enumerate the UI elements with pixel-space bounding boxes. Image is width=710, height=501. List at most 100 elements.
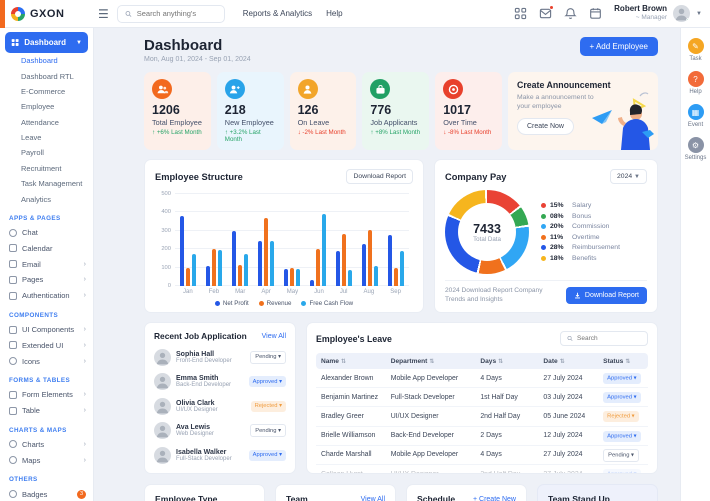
bar-net-profit[interactable] <box>258 240 262 286</box>
team-view-all-link[interactable]: View All <box>360 495 385 501</box>
more-options-icon[interactable]: … <box>244 493 254 501</box>
messages-icon[interactable] <box>539 5 555 20</box>
column-header-days[interactable]: Days ⇅ <box>475 353 539 369</box>
column-header-status[interactable]: Status ⇅ <box>598 353 648 369</box>
status-badge-approved[interactable]: Approved ▾ <box>603 373 641 385</box>
bar-net-profit[interactable] <box>388 235 392 286</box>
sidebar-item-icons[interactable]: Icons › <box>5 353 88 369</box>
leave-search-input[interactable] <box>577 335 641 342</box>
sidebar-item-recruitment[interactable]: Recruitment <box>21 163 62 173</box>
bar-net-profit[interactable] <box>284 268 288 286</box>
download-report-button[interactable]: Download Report <box>346 169 413 184</box>
bar-revenue[interactable] <box>290 267 294 286</box>
bar-free-cash-flow[interactable] <box>374 265 378 286</box>
bar-net-profit[interactable] <box>310 279 314 286</box>
bar-free-cash-flow[interactable] <box>244 253 248 286</box>
bar-free-cash-flow[interactable] <box>192 253 196 286</box>
sidebar-item-maps[interactable]: Maps › <box>5 452 88 468</box>
status-badge-pending[interactable]: Pending ▾ <box>603 448 639 462</box>
status-badge-approved[interactable]: Approved ▾ <box>603 392 641 404</box>
leave-search[interactable] <box>560 331 648 346</box>
status-badge-approved[interactable]: Approved ▾ <box>603 469 641 473</box>
sidebar-item-attendance[interactable]: Attendance <box>21 117 59 127</box>
bar-net-profit[interactable] <box>206 265 210 286</box>
bar-revenue[interactable] <box>238 264 242 286</box>
form-elements-icon <box>9 390 17 399</box>
bar-revenue[interactable] <box>394 267 398 286</box>
status-badge-pending[interactable]: Pending ▾ <box>250 350 286 364</box>
sidebar-item-task-management[interactable]: Task Management <box>21 179 83 189</box>
download-report-button-primary[interactable]: Download Report <box>565 287 647 305</box>
bar-net-profit[interactable] <box>336 251 340 286</box>
add-employee-button[interactable]: + Add Employee <box>579 37 658 56</box>
sidebar-item-payroll[interactable]: Payroll <box>21 148 44 158</box>
schedule-create-new-link[interactable]: + Create New <box>473 495 516 501</box>
sidebar-item-table[interactable]: Table › <box>5 403 88 419</box>
rail-item-task[interactable]: ✎ Task <box>687 38 704 62</box>
rail-item-help[interactable]: ? Help <box>687 71 704 95</box>
sidebar-item-employee[interactable]: Employee <box>21 102 55 112</box>
rail-item-event[interactable]: ▦ Event <box>687 104 704 128</box>
logo[interactable]: GXON <box>5 6 94 21</box>
rail-item-settings[interactable]: ⚙ Settings <box>685 137 706 161</box>
sidebar-item-ui-components[interactable]: UI Components › <box>5 322 88 338</box>
bar-free-cash-flow[interactable] <box>400 251 404 286</box>
status-badge-approved[interactable]: Approved ▾ <box>603 430 641 442</box>
sidebar-item-calendar[interactable]: Calendar <box>5 241 88 257</box>
bar-free-cash-flow[interactable] <box>348 270 352 286</box>
bar-revenue[interactable] <box>186 267 190 286</box>
stat-label: Over Time <box>443 118 477 127</box>
sidebar-item-badges[interactable]: Badges 3 <box>5 486 88 501</box>
year-select[interactable]: 2024 ▼ <box>610 169 647 184</box>
bar-free-cash-flow[interactable] <box>322 214 326 286</box>
user-menu[interactable]: Robert Brown ~ Manager ▼ <box>614 4 702 22</box>
bar-revenue[interactable] <box>212 249 216 286</box>
bar-net-profit[interactable] <box>232 230 236 286</box>
applicant-role: Full-Stack Developer <box>176 455 232 462</box>
status-badge-pending[interactable]: Pending ▾ <box>250 424 286 437</box>
sidebar-item-dashboard-rtl[interactable]: Dashboard RTL <box>21 71 74 81</box>
bar-revenue[interactable] <box>342 233 346 286</box>
bar-net-profit[interactable] <box>180 216 184 286</box>
create-now-button[interactable]: Create Now <box>516 118 574 136</box>
sidebar-item-extended-ui[interactable]: Extended UI › <box>5 337 88 353</box>
column-header-date[interactable]: Date ⇅ <box>538 353 599 369</box>
status-badge-rejected[interactable]: Rejected ▾ <box>250 400 286 412</box>
nav-help[interactable]: Help <box>326 9 343 18</box>
recent-jobs-view-all-link[interactable]: View All <box>261 332 286 340</box>
bar-free-cash-flow[interactable] <box>218 250 222 286</box>
global-search[interactable] <box>116 4 225 23</box>
menu-icon[interactable]: ☰ <box>98 6 109 21</box>
bar-revenue[interactable] <box>368 229 372 286</box>
status-badge-approved[interactable]: Approved ▾ <box>248 376 286 387</box>
sidebar-item-dashboard[interactable]: Dashboard <box>21 56 58 66</box>
bar-revenue[interactable] <box>316 249 320 286</box>
sidebar-item-charts[interactable]: Charts › <box>5 437 88 453</box>
column-header-department[interactable]: Department ⇅ <box>385 353 476 369</box>
nav-reports-analytics[interactable]: Reports & Analytics <box>242 9 313 18</box>
bar-free-cash-flow[interactable] <box>270 240 274 286</box>
status-badge-approved[interactable]: Approved ▾ <box>248 449 286 461</box>
sidebar-item-chat[interactable]: Chat <box>5 225 88 241</box>
sidebar-item-dashboard-parent[interactable]: Dashboard ▼ <box>5 32 88 53</box>
bar-free-cash-flow[interactable] <box>296 268 300 286</box>
apps-grid-icon[interactable] <box>514 7 527 20</box>
column-header-name[interactable]: Name ⇅ <box>316 353 386 369</box>
status-badge-rejected[interactable]: Rejected ▾ <box>603 411 639 423</box>
stat-value: 1017 <box>443 103 471 117</box>
bar-net-profit[interactable] <box>362 243 366 286</box>
sidebar-item-email[interactable]: Email › <box>5 256 88 272</box>
cell-name: Benjamin Martinez <box>316 387 386 408</box>
sidebar-item-authentication[interactable]: Authentication › <box>5 288 88 304</box>
sidebar-item-form-elements[interactable]: Form Elements › <box>5 387 88 403</box>
sidebar-group-title-others: OTHERS <box>9 476 38 484</box>
search-input[interactable] <box>136 9 217 18</box>
sidebar-item-e-commerce[interactable]: E-Commerce <box>21 86 66 96</box>
bell-icon[interactable] <box>564 7 577 20</box>
bar-revenue[interactable] <box>264 217 268 286</box>
calendar-icon-header[interactable] <box>589 7 602 20</box>
more-options-icon[interactable]: … <box>637 493 647 501</box>
sidebar-item-leave[interactable]: Leave <box>21 133 42 143</box>
sidebar-item-analytics[interactable]: Analytics <box>21 194 52 204</box>
sidebar-item-pages[interactable]: Pages › <box>5 272 88 288</box>
